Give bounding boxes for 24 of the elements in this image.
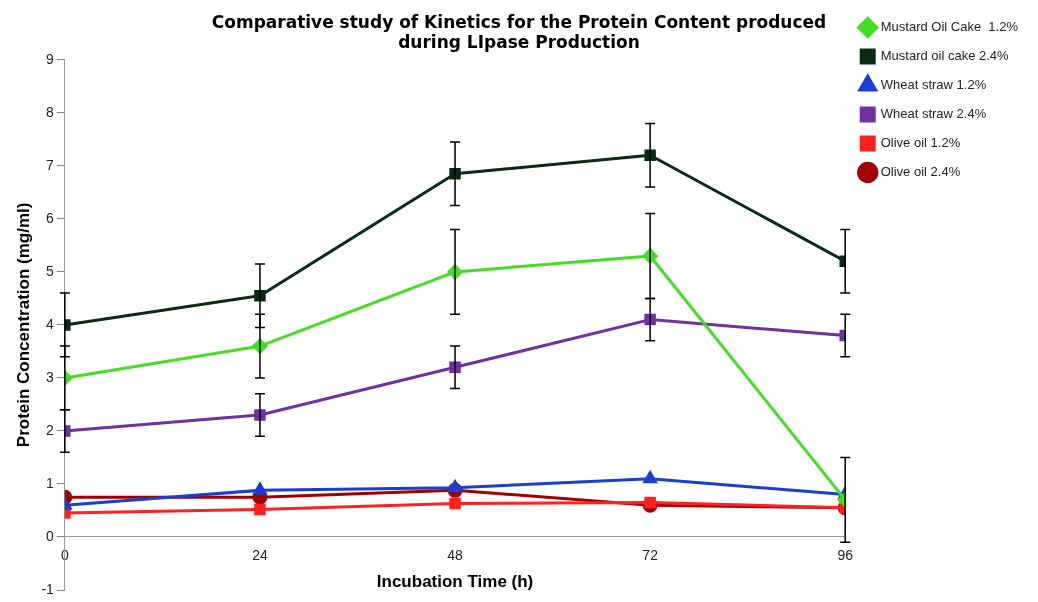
x-tick-label: 24 <box>252 547 268 564</box>
y-tick-label: 9 <box>46 50 55 67</box>
y-tick-label: 7 <box>46 156 55 173</box>
y-tick-label: 5 <box>46 262 55 279</box>
y-tick-label: 4 <box>46 315 55 332</box>
legend-label: Olive oil 2.4% <box>880 164 961 180</box>
x-tick-label: 72 <box>642 547 659 564</box>
legend-label: Wheat straw 1.2% <box>880 77 987 93</box>
legend-label: Wheat straw 2.4% <box>880 106 987 122</box>
y-tick-label: 2 <box>46 421 55 438</box>
legend-label: Olive oil 1.2% <box>880 135 961 151</box>
x-tick-label: 96 <box>837 547 854 564</box>
y-tick-label: 8 <box>46 103 55 120</box>
y-tick-label: 0 <box>46 527 55 544</box>
y-tick-label: -1 <box>41 580 55 597</box>
x-tick-label: 48 <box>447 547 464 564</box>
legend-label: Mustard Oil Cake 1.2% <box>880 19 1019 35</box>
y-tick-label: 3 <box>46 368 55 385</box>
legend-label: Mustard oil cake 2.4% <box>880 48 1010 64</box>
y-tick-label: 6 <box>46 209 55 226</box>
x-axis-title: Incubation Time (h) <box>376 571 534 591</box>
y-axis-title: Protein Concentration (mg/ml) <box>13 202 33 448</box>
y-tick-label: 1 <box>46 474 55 491</box>
chart-title: Comparative study of Kinetics for the Protein Content produced during LIpase Production <box>211 11 827 53</box>
